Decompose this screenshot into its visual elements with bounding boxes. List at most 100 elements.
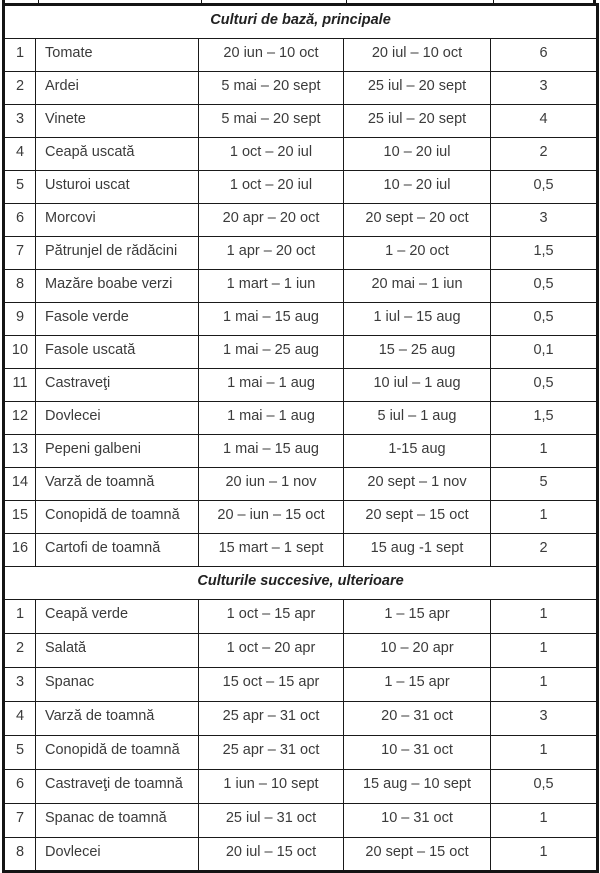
col-crop-name: Vinete	[35, 104, 199, 138]
col-value: 1	[489, 667, 599, 702]
col-index: 4	[3, 137, 36, 171]
column-border-stub	[493, 0, 494, 3]
column-border-stub	[201, 0, 202, 3]
table-row: 16 Cartofi de toamnă 15 mart – 1 sept 15 au…	[3, 533, 599, 567]
table-row: 7 Pătrunjel de rădăcini 1 apr – 20 oct 1 – …	[3, 236, 599, 270]
section-title: Culturile succesive, ulterioare	[2, 566, 599, 600]
col-value: 3	[489, 701, 599, 736]
table-row: 14 Varză de toamnă 20 iun – 1 nov 20 sept –…	[3, 467, 599, 501]
col-value: 1	[489, 434, 599, 468]
column-border-stub	[38, 0, 39, 3]
table-row: 3 Spanac 15 oct – 15 apr 1 – 15 apr 1	[3, 667, 599, 702]
col-period-2: 10 – 31 oct	[343, 735, 491, 770]
col-crop-name: Tomate	[35, 38, 199, 72]
col-period-2: 1 – 15 apr	[343, 599, 491, 634]
col-period-2: 20 sept – 1 nov	[343, 467, 491, 501]
col-value: 1	[489, 735, 599, 770]
table-row: 4 Ceapă uscată 1 oct – 20 iul 10 – 20 iul 2	[3, 137, 599, 171]
col-index: 11	[3, 368, 36, 402]
col-index: 5	[3, 735, 36, 770]
col-period-1: 25 apr – 31 oct	[198, 735, 344, 770]
col-index: 2	[3, 633, 36, 668]
col-index: 7	[3, 803, 36, 838]
table-row: 8 Mazăre boabe verzi 1 mart – 1 iun 20 mai …	[3, 269, 599, 303]
col-period-2: 10 – 20 iul	[343, 170, 491, 204]
col-period-1: 1 iun – 10 sept	[198, 769, 344, 804]
col-period-2: 1 – 15 apr	[343, 667, 491, 702]
col-crop-name: Spanac	[35, 667, 199, 702]
col-value: 0,5	[489, 368, 599, 402]
col-crop-name: Morcovi	[35, 203, 199, 237]
col-period-2: 10 – 31 oct	[343, 803, 491, 838]
section-header-row: Culturi de bază, principale	[2, 4, 599, 39]
col-index: 8	[3, 837, 36, 872]
col-period-1: 15 mart – 1 sept	[198, 533, 344, 567]
col-period-2: 5 iul – 1 aug	[343, 401, 491, 435]
col-value: 6	[489, 38, 599, 72]
col-value: 2	[489, 137, 599, 171]
col-crop-name: Usturoi uscat	[35, 170, 199, 204]
col-value: 1	[489, 599, 599, 634]
col-period-2: 15 aug – 10 sept	[343, 769, 491, 804]
col-crop-name: Varză de toamnă	[35, 701, 199, 736]
table-row: 2 Ardei 5 mai – 20 sept 25 iul – 20 sept 3	[3, 71, 599, 105]
table-row: 5 Usturoi uscat 1 oct – 20 iul 10 – 20 iul 0…	[3, 170, 599, 204]
col-period-2: 10 – 20 apr	[343, 633, 491, 668]
col-crop-name: Fasole verde	[35, 302, 199, 336]
col-period-2: 20 sept – 15 oct	[343, 500, 491, 534]
col-period-2: 20 mai – 1 iun	[343, 269, 491, 303]
col-index: 6	[3, 769, 36, 804]
col-index: 12	[3, 401, 36, 435]
col-value: 1,5	[489, 401, 599, 435]
col-period-1: 1 oct – 20 apr	[198, 633, 344, 668]
col-index: 9	[3, 302, 36, 336]
col-crop-name: Ceapă uscată	[35, 137, 199, 171]
col-period-2: 15 aug -1 sept	[343, 533, 491, 567]
table-row: 7 Spanac de toamnă 25 iul – 31 oct 10 – 31 …	[3, 803, 599, 838]
col-period-1: 1 oct – 20 iul	[198, 170, 344, 204]
col-period-2: 1-15 aug	[343, 434, 491, 468]
col-value: 0,5	[489, 269, 599, 303]
table-row: 1 Ceapă verde 1 oct – 15 apr 1 – 15 apr 1	[3, 599, 599, 634]
col-index: 8	[3, 269, 36, 303]
col-crop-name: Dovlecei	[35, 401, 199, 435]
col-period-1: 25 iul – 31 oct	[198, 803, 344, 838]
col-period-2: 20 iul – 10 oct	[343, 38, 491, 72]
table-row: 9 Fasole verde 1 mai – 15 aug 1 iul – 15 au…	[3, 302, 599, 336]
col-crop-name: Conopidă de toamnă	[35, 735, 199, 770]
col-index: 1	[3, 599, 36, 634]
col-crop-name: Dovlecei	[35, 837, 199, 872]
table-row: 6 Morcovi 20 apr – 20 oct 20 sept – 20 oct 3	[3, 203, 599, 237]
col-crop-name: Conopidă de toamnă	[35, 500, 199, 534]
col-period-1: 1 mai – 25 aug	[198, 335, 344, 369]
col-value: 1	[489, 633, 599, 668]
col-period-1: 1 oct – 15 apr	[198, 599, 344, 634]
table-row: 12 Dovlecei 1 mai – 1 aug 5 iul – 1 aug 1,5	[3, 401, 599, 435]
col-crop-name: Castraveţi	[35, 368, 199, 402]
col-period-1: 20 iun – 10 oct	[198, 38, 344, 72]
table-row: 15 Conopidă de toamnă 20 – iun – 15 oct 20 …	[3, 500, 599, 534]
col-period-1: 1 oct – 20 iul	[198, 137, 344, 171]
col-index: 3	[3, 104, 36, 138]
crop-culture-table: Culturi de bază, principale 1 Tomate 20 iun…	[2, 3, 600, 873]
col-value: 0,5	[489, 170, 599, 204]
crops-table-body: Culturi de bază, principale 1 Tomate 20 iun…	[2, 4, 599, 872]
col-index: 2	[3, 71, 36, 105]
col-period-2: 20 – 31 oct	[343, 701, 491, 736]
col-value: 1	[489, 803, 599, 838]
col-period-1: 20 apr – 20 oct	[198, 203, 344, 237]
table-row: 1 Tomate 20 iun – 10 oct 20 iul – 10 oct 6	[3, 38, 599, 72]
col-period-1: 20 iul – 15 oct	[198, 837, 344, 872]
col-crop-name: Cartofi de toamnă	[35, 533, 199, 567]
col-index: 7	[3, 236, 36, 270]
col-index: 13	[3, 434, 36, 468]
col-value: 1	[489, 837, 599, 872]
col-value: 0,5	[489, 769, 599, 804]
col-index: 1	[3, 38, 36, 72]
col-period-1: 1 apr – 20 oct	[198, 236, 344, 270]
col-period-1: 25 apr – 31 oct	[198, 701, 344, 736]
col-period-1: 1 mart – 1 iun	[198, 269, 344, 303]
col-period-1: 1 mai – 15 aug	[198, 302, 344, 336]
col-period-2: 25 iul – 20 sept	[343, 71, 491, 105]
table-row: 3 Vinete 5 mai – 20 sept 25 iul – 20 sept 4	[3, 104, 599, 138]
